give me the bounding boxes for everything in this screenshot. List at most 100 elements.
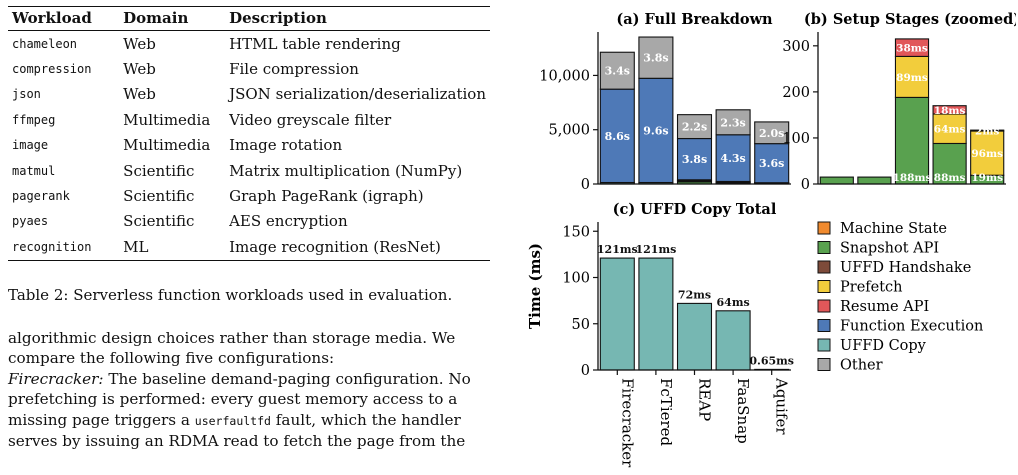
workload-cell: json — [12, 87, 41, 102]
data-label: 89ms — [896, 72, 928, 84]
domain-cell: Scientific — [123, 187, 195, 206]
y-tick-label: 10,000 — [539, 68, 590, 84]
para-line: missing page triggers a userfaultfd faul… — [8, 410, 490, 431]
table-row: matmul Scientific Matrix multiplication (N… — [8, 158, 490, 183]
y-tick-label: 100 — [782, 131, 810, 147]
domain-cell: Scientific — [123, 212, 195, 231]
description-cell: Video greyscale filter — [229, 110, 392, 129]
workload-cell: chameleon — [12, 36, 78, 51]
legend-swatch-uffd-copy — [817, 338, 831, 352]
y-tick-label: 5,000 — [548, 123, 590, 139]
legend-label: Resume API — [840, 299, 929, 315]
y-axis-label: Time (ms) — [526, 243, 544, 329]
table-row: ffmpeg Multimedia Video greyscale filter — [8, 107, 490, 132]
bar-snapshot-api — [894, 96, 930, 185]
legend-label: UFFD Copy — [840, 338, 927, 354]
inline-code: userfaultfd — [194, 413, 271, 428]
domain-cell: Web — [123, 60, 156, 79]
x-tick-label: FaaSnap — [734, 378, 752, 444]
bar-uffd-copy — [599, 257, 635, 371]
data-label: 64ms — [934, 124, 966, 136]
legend: Machine State Snapshot API UFFD Handshake P… — [817, 221, 983, 374]
para-line: serves by issuing an RDMA read to fetch … — [8, 432, 466, 451]
table-row: chameleon Web HTML table rendering — [8, 31, 490, 57]
table-row: pagerank Scientific Graph PageRank (igraph… — [8, 183, 490, 208]
header-domain: Domain — [119, 6, 226, 31]
description-cell: Image rotation — [229, 136, 343, 155]
bar-other — [638, 36, 674, 79]
para-line: algorithmic design choices rather than s… — [8, 329, 456, 347]
bar-snapshot-api — [857, 176, 892, 185]
data-label: 2.3s — [720, 116, 745, 129]
legend-swatch-prefetch — [817, 280, 831, 293]
domain-cell: Web — [123, 34, 156, 53]
workload-cell: ffmpeg — [12, 112, 56, 127]
description-cell: Matrix multiplication (NumPy) — [229, 161, 463, 180]
domain-cell: Multimedia — [123, 110, 211, 129]
legend-label: Function Execution — [840, 319, 983, 335]
x-tick-label: FcTiered — [657, 378, 675, 447]
legend-swatch-machine-state — [817, 221, 831, 235]
data-label: 9.6s — [643, 124, 668, 137]
bar-function-execution — [599, 88, 635, 184]
data-label: 121ms — [597, 243, 638, 256]
panel-title: (c) UFFD Copy Total — [613, 201, 777, 218]
data-label: 72ms — [678, 288, 711, 301]
data-label: 121ms — [636, 243, 677, 256]
legend-swatch-other — [817, 358, 831, 371]
header-description: Description — [225, 6, 490, 31]
domain-cell: Web — [123, 85, 156, 104]
config-term: Firecracker: — [8, 369, 104, 388]
data-label: 2ms — [975, 126, 999, 138]
domain-cell: ML — [119, 234, 226, 261]
data-label: 18ms — [934, 105, 966, 117]
bar-function-execution — [715, 134, 751, 183]
para-line: compare the following five configuration… — [8, 349, 335, 368]
bar-resume-api — [932, 105, 967, 115]
data-label: 2.0s — [759, 127, 784, 140]
table-row: pyaes Scientific AES encryption — [8, 209, 490, 234]
data-label: 3.4s — [605, 65, 630, 78]
panel-b-setup-stages: (b) Setup Stages (zoomed) 188ms 89ms 38ms 88… — [782, 11, 1016, 193]
x-tick-label: REAP — [696, 378, 714, 421]
paper-left-column: Workload Domain Description chameleon Web… — [0, 0, 498, 475]
workload-cell: recognition — [8, 234, 120, 261]
workload-cell: matmul — [12, 163, 56, 178]
table-header-row: Workload Domain Description — [8, 6, 490, 31]
legend-label: Snapshot API — [840, 241, 939, 257]
bar-prefetch — [894, 55, 930, 98]
data-label: 96ms — [971, 148, 1003, 160]
data-label: 38ms — [896, 43, 928, 55]
bar-uffd-copy — [715, 310, 751, 371]
y-tick-label: 150 — [562, 224, 590, 240]
description-cell: JSON serialization/deserialization — [229, 85, 486, 104]
description-cell: Image recognition (ResNet) — [225, 234, 490, 261]
bar-uffd-copy — [676, 302, 713, 371]
para-line: Firecracker: The baseline demand-paging … — [8, 369, 490, 389]
bar-snapshot-api — [819, 176, 854, 185]
workload-cell: image — [12, 138, 49, 153]
data-label: 3.8s — [643, 52, 668, 65]
x-tick-label: Firecracker — [618, 378, 636, 468]
y-tick-label: 50 — [572, 317, 590, 333]
bar-other — [754, 121, 790, 145]
description-cell: Graph PageRank (igraph) — [229, 187, 424, 206]
table-row: image Multimedia Image rotation — [8, 133, 490, 158]
domain-cell: Multimedia — [123, 136, 211, 155]
para-text: missing page triggers a — [8, 410, 195, 429]
bar-uffd-copy — [638, 257, 674, 371]
table-row: compression Web File compression — [8, 56, 490, 81]
y-tick-label: 100 — [562, 271, 590, 287]
table-row: recognition ML Image recognition (ResNet) — [8, 234, 490, 261]
table-caption: Table 2: Serverless function workloads u… — [8, 286, 453, 304]
y-tick-label: 0 — [581, 363, 590, 379]
body-paragraph: algorithmic design choices rather than s… — [8, 328, 490, 451]
legend-label: Other — [840, 358, 883, 374]
data-label: 8.6s — [605, 130, 630, 143]
para-line: prefetching is performed: every guest me… — [8, 390, 458, 409]
y-tick-label: 300 — [782, 39, 810, 55]
data-label: 88ms — [934, 172, 966, 184]
legend-swatch-function-execution — [817, 319, 831, 332]
workload-cell: pagerank — [12, 189, 70, 204]
y-tick-label: 0 — [801, 177, 810, 193]
